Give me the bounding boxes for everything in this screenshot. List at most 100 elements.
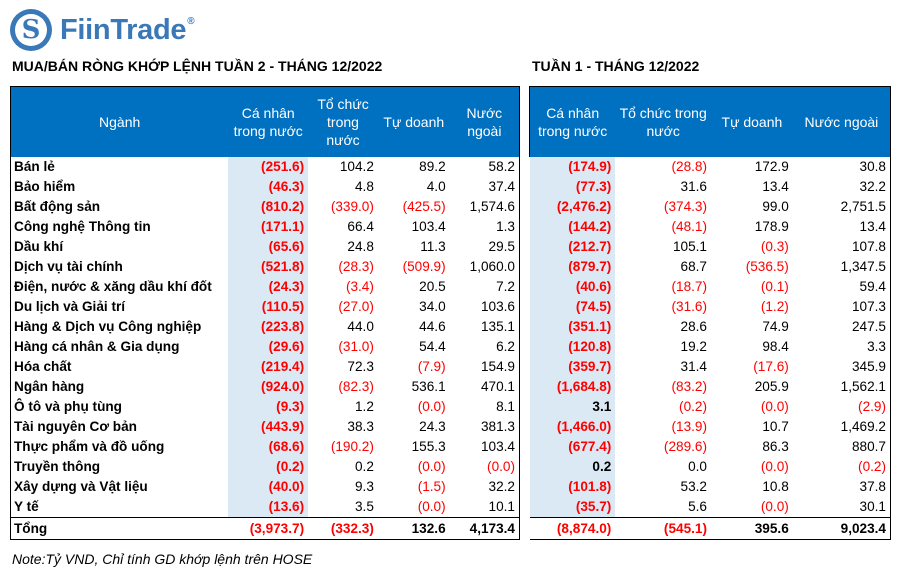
institution-value: 68.7 (680, 259, 707, 274)
proprietary-value: (17.6) (753, 359, 789, 374)
foreign-value: 880.7 (851, 439, 886, 454)
table-row: (120.8) 19.2 98.4 3.3 (529, 337, 891, 357)
sector-name: Dịch vụ tài chính (14, 259, 123, 274)
proprietary-value: 172.9 (754, 159, 789, 174)
header-institution: Tổ chức trong nước (308, 86, 378, 157)
sector-name: Truyền thông (14, 459, 101, 474)
foreign-value: 103.6 (480, 299, 515, 314)
foreign-value: 9,023.4 (792, 517, 891, 540)
proprietary-value: (0.0) (760, 499, 789, 514)
table-row: (77.3) 31.6 13.4 32.2 (529, 177, 891, 197)
table-row: Dịch vụ tài chính (521.8) (28.3) (509.9) 1,0… (11, 257, 520, 277)
sector-name: Bảo hiểm (14, 179, 76, 194)
table-row: Bán lẻ (251.6) 104.2 89.2 58.2 (11, 157, 520, 177)
proprietary-value: 11.3 (420, 239, 446, 254)
proprietary-value: 13.4 (762, 179, 789, 194)
proprietary-value: 536.1 (411, 379, 446, 394)
individual-value: (924.0) (228, 377, 309, 397)
proprietary-value: (7.9) (417, 359, 446, 374)
fiintrade-s-logo-icon: S (10, 9, 52, 51)
institution-value: (28.8) (671, 159, 707, 174)
table-row: (35.7) 5.6 (0.0) 30.1 (529, 497, 891, 518)
week1-header-row: Cá nhân trong nước Tổ chức trong nước Tự… (529, 86, 891, 157)
foreign-value: 107.8 (851, 239, 886, 254)
foreign-value: 135.1 (480, 319, 515, 334)
individual-value: (443.9) (228, 417, 309, 437)
individual-value: (223.8) (228, 317, 309, 337)
institution-value: 19.2 (680, 339, 707, 354)
brand-name: FiinTrade® (60, 13, 195, 46)
header-individual: Cá nhân trong nước (529, 86, 616, 157)
proprietary-value: 99.0 (762, 199, 789, 214)
foreign-value: 58.2 (488, 159, 515, 174)
table-row: Ngân hàng (924.0) (82.3) 536.1 470.1 (11, 377, 520, 397)
institution-value: 66.4 (347, 219, 374, 234)
individual-value: (40.6) (529, 277, 616, 297)
foreign-value: (0.0) (487, 459, 515, 474)
individual-value: (219.4) (228, 357, 309, 377)
proprietary-value: (1.5) (417, 479, 446, 494)
table-row: Điện, nước & xăng dầu khí đốt (24.3) (3.4)… (11, 277, 520, 297)
institution-value: (18.7) (671, 279, 707, 294)
week2-table: Ngành Cá nhân trong nước Tổ chức trong n… (10, 86, 520, 540)
individual-value: (46.3) (228, 177, 309, 197)
individual-value: (9.3) (228, 397, 309, 417)
proprietary-value: 4.0 (426, 179, 446, 194)
individual-value: (24.3) (228, 277, 309, 297)
institution-value: 38.3 (347, 419, 374, 434)
table-row: Bất động sản (810.2) (339.0) (425.5) 1,574.6 (11, 197, 520, 217)
table-row: (101.8) 53.2 10.8 37.8 (529, 477, 891, 497)
institution-value: 31.4 (680, 359, 707, 374)
sector-name: Ô tô và phụ tùng (14, 399, 122, 414)
foreign-value: 6.2 (496, 339, 515, 354)
institution-value: 31.6 (680, 179, 707, 194)
foreign-value: 1.3 (496, 219, 515, 234)
table-row: (74.5) (31.6) (1.2) 107.3 (529, 297, 891, 317)
proprietary-value: (509.9) (402, 259, 446, 274)
proprietary-value: 24.3 (419, 419, 446, 434)
proprietary-value: 98.4 (762, 339, 789, 354)
total-label: Tổng (10, 517, 229, 540)
individual-value: (144.2) (529, 217, 616, 237)
proprietary-value: 74.9 (762, 319, 789, 334)
foreign-value: 1,060.0 (469, 259, 515, 274)
institution-value: (48.1) (671, 219, 707, 234)
table-row: (879.7) 68.7 (536.5) 1,347.5 (529, 257, 891, 277)
header-foreign: Nước ngoài (792, 86, 891, 157)
header-sector: Ngành (10, 86, 229, 157)
table-row: (40.6) (18.7) (0.1) 59.4 (529, 277, 891, 297)
foreign-value: 107.3 (851, 299, 886, 314)
institution-value: (0.2) (679, 399, 707, 414)
proprietary-value: 178.9 (754, 219, 789, 234)
institution-value: 104.2 (339, 159, 374, 174)
institution-value: 3.5 (354, 499, 374, 514)
header-institution: Tổ chức trong nước (615, 86, 711, 157)
sector-name: Công nghệ Thông tin (14, 219, 151, 234)
total-row: Tổng (3,973.7) (332.3) 132.6 4,173.4 (10, 517, 520, 540)
proprietary-value: 44.6 (419, 319, 446, 334)
sector-name: Bán lẻ (14, 159, 55, 174)
table-row: Hàng cá nhân & Gia dụng (29.6) (31.0) 54.4 6… (11, 337, 520, 357)
table-row: (212.7) 105.1 (0.3) 107.8 (529, 237, 891, 257)
foreign-value: 13.4 (859, 219, 886, 234)
table-row: Thực phẩm và đồ uống (68.6) (190.2) 155.3 10… (11, 437, 520, 457)
individual-value: (68.6) (228, 437, 309, 457)
proprietary-value: (0.0) (760, 399, 789, 414)
foreign-value: 1,347.5 (840, 259, 886, 274)
table-row: Y tế (13.6) 3.5 (0.0) 10.1 (11, 497, 520, 518)
institution-value: (13.9) (671, 419, 707, 434)
individual-value: (120.8) (529, 337, 616, 357)
table-row: Du lịch và Giải trí (110.5) (27.0) 34.0 103.… (11, 297, 520, 317)
proprietary-value: 155.3 (411, 439, 446, 454)
institution-value: (289.6) (663, 439, 707, 454)
individual-value: (251.6) (228, 157, 309, 177)
sector-name: Thực phẩm và đồ uống (14, 439, 165, 454)
individual-value: (1,684.8) (529, 377, 616, 397)
institution-value: 72.3 (347, 359, 374, 374)
individual-value: (212.7) (529, 237, 616, 257)
individual-value: (13.6) (228, 497, 309, 518)
sector-name: Y tế (14, 499, 39, 514)
foreign-value: 1,562.1 (840, 379, 886, 394)
institution-value: (339.0) (330, 199, 374, 214)
sector-name: Hóa chất (14, 359, 72, 374)
